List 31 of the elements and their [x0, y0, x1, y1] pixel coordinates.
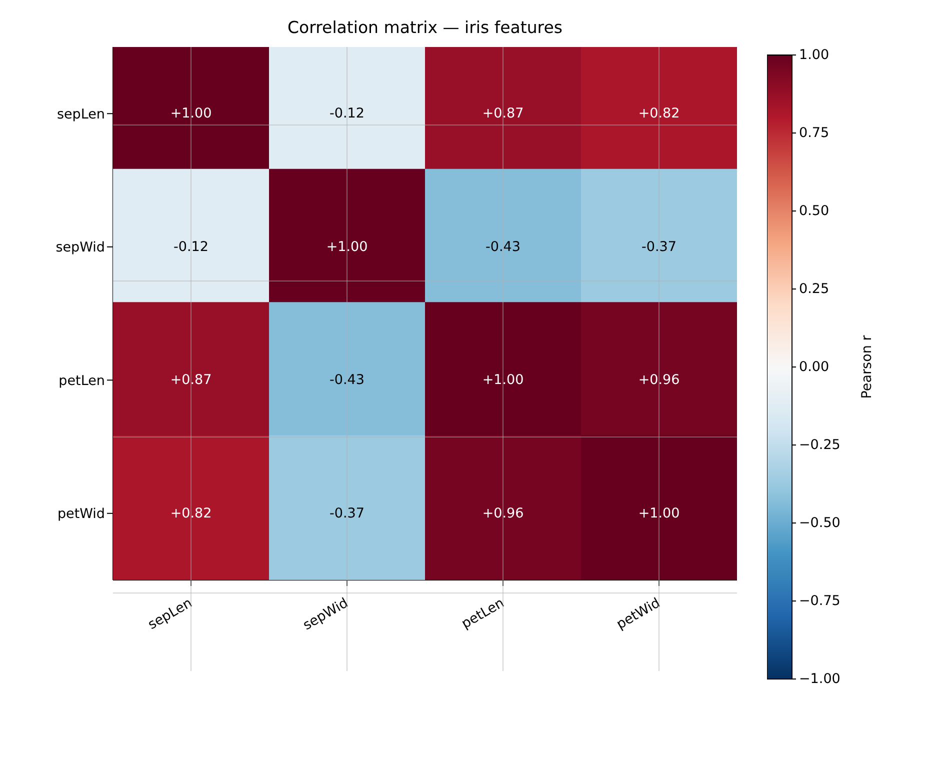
chart-title: Correlation matrix — iris features [286, 18, 564, 37]
data-label: -0.12 [174, 238, 208, 255]
data-label: +0.87 [170, 372, 212, 388]
data-label: -0.12 [330, 106, 364, 122]
y-tick-label: petWid [57, 506, 105, 522]
data-label: +0.96 [482, 505, 524, 522]
color-bar-label: −1.00 [799, 671, 840, 687]
data-label: -0.43 [330, 372, 364, 388]
data-label: +0.82 [170, 505, 212, 522]
data-label: +1.00 [170, 106, 212, 122]
color-bar-label: 1.00 [799, 47, 830, 63]
color-bar-label: −0.50 [799, 515, 840, 531]
color-bar-label: −0.25 [799, 437, 840, 453]
y-tick-label: sepWid [56, 240, 105, 256]
y-tick-label: sepLen [56, 106, 105, 122]
data-label: -0.43 [486, 238, 520, 255]
color-bar-label: −0.75 [799, 593, 840, 609]
data-label: +1.00 [482, 372, 524, 388]
color-bar-label: 0.25 [799, 281, 830, 297]
data-label: +1.00 [326, 238, 368, 255]
color-bar-label: 0.00 [799, 359, 830, 375]
color-bar-label: 0.75 [799, 125, 830, 141]
data-label: +0.87 [482, 106, 524, 122]
color-bar-label: 0.50 [799, 203, 830, 219]
data-label: +0.96 [638, 372, 680, 388]
color-bar-title: Pearson r [859, 334, 875, 399]
data-label: -0.37 [642, 238, 676, 255]
data-label: +0.82 [638, 106, 680, 122]
data-label: +1.00 [638, 505, 680, 522]
y-tick-label: petLen [58, 372, 105, 389]
data-label: -0.37 [330, 505, 364, 522]
